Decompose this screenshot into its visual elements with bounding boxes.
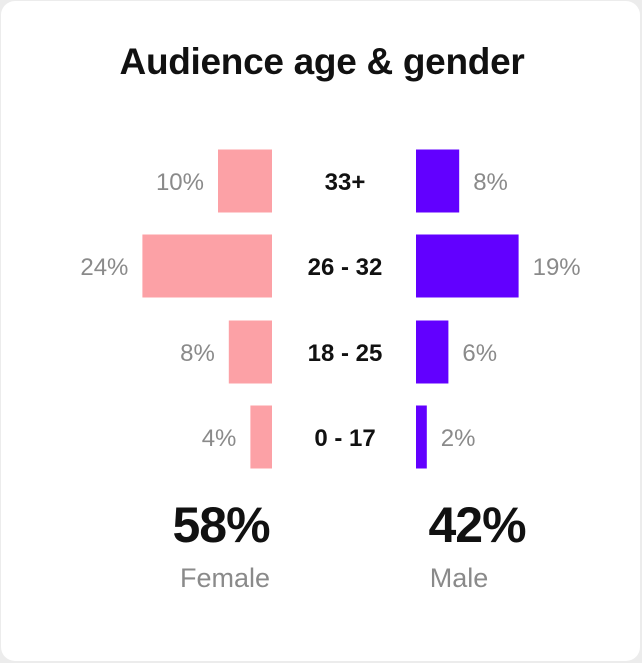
female-bar bbox=[250, 405, 272, 469]
female-bar bbox=[218, 149, 272, 213]
male-value-label: 6% bbox=[462, 340, 497, 367]
age-category-label: 26 - 32 bbox=[308, 254, 383, 281]
male-total: 42% bbox=[428, 497, 526, 553]
female-label: Female bbox=[179, 563, 271, 593]
male-value-label: 2% bbox=[441, 425, 476, 452]
male-label: Male bbox=[429, 563, 489, 593]
age-category-label: 33+ bbox=[325, 169, 366, 196]
butterfly-chart: 10% 8% 33+ 24% 19% 26 - 32 8% 6% 18 - 25 4% 2% 0 - … bbox=[80, 149, 581, 469]
female-bar bbox=[228, 320, 272, 384]
chart-title: Audience age & gender bbox=[119, 41, 525, 82]
male-bar bbox=[416, 320, 449, 384]
male-bar bbox=[416, 234, 519, 298]
male-bar bbox=[416, 405, 427, 469]
age-category-label: 0 - 17 bbox=[314, 425, 375, 452]
age-category-label: 18 - 25 bbox=[308, 340, 383, 367]
male-value-label: 19% bbox=[533, 254, 581, 281]
female-value-label: 24% bbox=[80, 254, 128, 281]
female-value-label: 8% bbox=[180, 340, 215, 367]
male-value-label: 8% bbox=[473, 169, 508, 196]
female-value-label: 4% bbox=[202, 425, 237, 452]
female-value-label: 10% bbox=[156, 169, 204, 196]
female-bar bbox=[142, 234, 272, 298]
female-total: 58% bbox=[172, 497, 270, 553]
male-bar bbox=[416, 149, 460, 213]
